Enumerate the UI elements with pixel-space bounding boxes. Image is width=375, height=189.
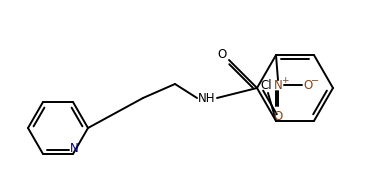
Text: −: − xyxy=(311,76,319,86)
Text: Cl: Cl xyxy=(260,79,272,92)
Text: O: O xyxy=(217,47,226,60)
Text: N: N xyxy=(70,143,78,156)
Text: NH: NH xyxy=(198,91,216,105)
Text: +: + xyxy=(281,76,289,85)
Text: O: O xyxy=(303,79,313,92)
Text: O: O xyxy=(273,110,283,123)
Text: N: N xyxy=(274,79,282,92)
